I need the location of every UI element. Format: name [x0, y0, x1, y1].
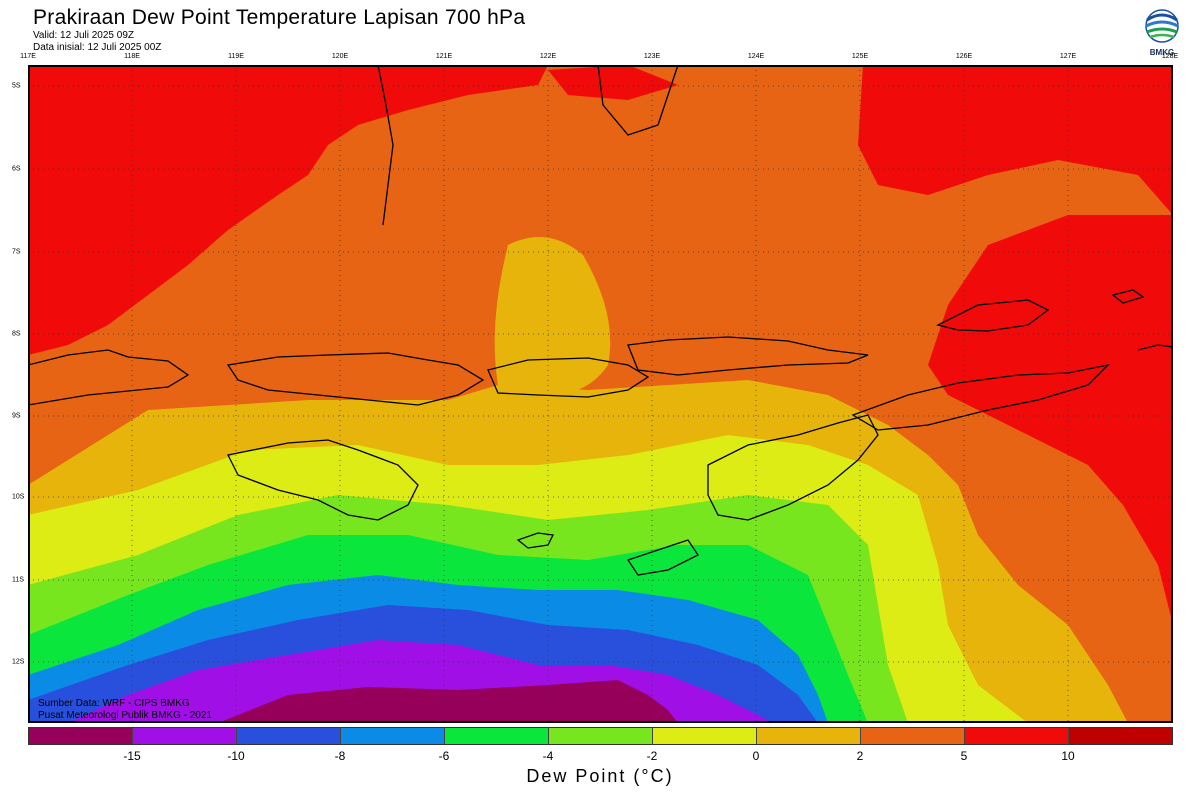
colorbar-tick: 10: [1061, 749, 1075, 763]
lat-tick: 9S: [12, 412, 21, 420]
graticule: [28, 65, 1173, 723]
colorbar-swatch: [965, 728, 1069, 744]
band-below-minus15: [218, 680, 678, 723]
colorbar: [28, 727, 1173, 745]
data-source-credit: Sumber Data: WRF - CIPS BMKG: [38, 698, 190, 709]
colorbar-tick: -15: [123, 749, 141, 763]
lat-tick: 10S: [12, 493, 25, 501]
lat-tick: 12S: [12, 658, 25, 666]
lat-tick: 8S: [12, 330, 21, 338]
lat-tick: 5S: [12, 82, 21, 90]
colorbar-tick: -8: [334, 749, 346, 763]
lat-tick: 11S: [12, 576, 24, 584]
lon-tick: 126E: [955, 53, 973, 60]
colorbar-swatch: [237, 728, 341, 744]
band-5-to-10-northeast: [858, 65, 1173, 625]
colorbar-swatch: [133, 728, 237, 744]
lon-tick: 125E: [851, 53, 869, 60]
lon-tick: 118E: [124, 53, 140, 60]
lon-tick: 124E: [747, 53, 765, 60]
colorbar-label: Dew Point (°C): [526, 766, 674, 786]
colorbar-tick: -2: [646, 749, 658, 763]
lon-tick: 120E: [331, 53, 349, 60]
lon-tick: 123E: [643, 53, 661, 60]
organization-credit: Pusat Meteorologi Publik BMKG - 2021: [38, 710, 212, 721]
lat-tick: 7S: [12, 248, 21, 256]
colorbar-swatch: [549, 728, 653, 744]
colorbar-tick: -10: [227, 749, 245, 763]
colorbar-swatch: [861, 728, 965, 744]
valid-time: Valid: 12 Juli 2025 09Z: [33, 30, 134, 41]
map-frame: [28, 65, 1173, 723]
band-5-to-10-islands: [178, 65, 678, 125]
colorbar-tick: 2: [856, 749, 864, 763]
lat-tick: 6S: [12, 165, 21, 173]
bmkg-logo: BMKG: [1140, 8, 1184, 58]
lon-tick: 127E: [1059, 53, 1077, 60]
colorbar-swatch: [29, 728, 133, 744]
colorbar-swatch: [1069, 728, 1172, 744]
coastlines: [28, 65, 1173, 576]
lon-tick: 119E: [228, 53, 244, 60]
colorbar-tick: -6: [438, 749, 450, 763]
lon-tick: 122E: [539, 53, 557, 60]
colorbar-swatch: [445, 728, 549, 744]
lon-tick: 117E: [20, 53, 36, 60]
lon-tick: 128E: [1161, 53, 1179, 60]
colorbar-swatch: [341, 728, 445, 744]
lon-tick: 121E: [435, 53, 453, 60]
band-5-to-10-north: [28, 65, 548, 355]
colorbar-tick: -4: [542, 749, 554, 763]
colorbar-swatch: [757, 728, 861, 744]
dew-point-map: [28, 65, 1173, 723]
colorbar-tick: 0: [752, 749, 760, 763]
init-time: Data inisial: 12 Juli 2025 00Z: [33, 42, 162, 53]
bmkg-logo-icon: BMKG: [1145, 9, 1179, 57]
colorbar-tick: 5: [960, 749, 968, 763]
map-title: Prakiraan Dew Point Temperature Lapisan …: [33, 6, 526, 29]
colorbar-swatch: [653, 728, 757, 744]
logo-text: BMKG: [1150, 48, 1174, 57]
